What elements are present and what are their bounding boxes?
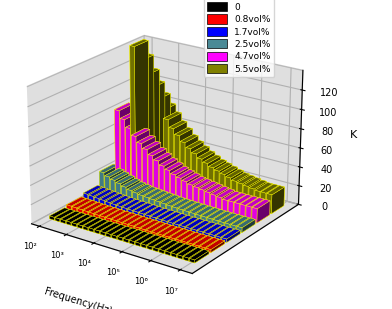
Legend: 0, 0.8vol%, 1.7vol%, 2.5vol%, 4.7vol%, 5.5vol%: 0, 0.8vol%, 1.7vol%, 2.5vol%, 4.7vol%, 5… xyxy=(203,0,274,77)
X-axis label: Frequency(Hz): Frequency(Hz) xyxy=(44,286,114,309)
